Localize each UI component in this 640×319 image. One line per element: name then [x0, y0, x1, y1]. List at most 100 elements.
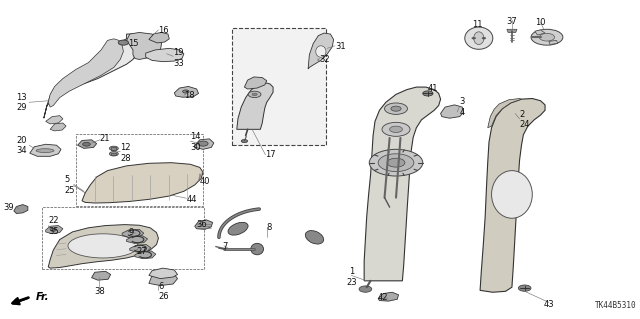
Circle shape — [482, 37, 486, 39]
Text: 18: 18 — [184, 92, 195, 100]
Circle shape — [83, 142, 90, 146]
Text: 2
24: 2 24 — [520, 110, 530, 130]
Text: 5
25: 5 25 — [65, 175, 76, 195]
Text: 11: 11 — [472, 20, 482, 29]
Ellipse shape — [492, 171, 532, 218]
Ellipse shape — [68, 234, 138, 258]
Polygon shape — [195, 220, 212, 229]
Polygon shape — [30, 144, 61, 156]
Text: 37: 37 — [506, 17, 517, 26]
Circle shape — [391, 106, 401, 111]
Polygon shape — [130, 245, 151, 252]
Polygon shape — [135, 251, 156, 259]
Circle shape — [540, 33, 555, 41]
Polygon shape — [50, 123, 66, 131]
Text: 16: 16 — [159, 26, 169, 35]
Polygon shape — [45, 116, 63, 124]
Polygon shape — [111, 152, 116, 155]
Text: 6
26: 6 26 — [159, 282, 169, 301]
Text: TK44B5310: TK44B5310 — [595, 301, 636, 310]
Polygon shape — [535, 30, 545, 35]
Text: 14
30: 14 30 — [190, 132, 201, 152]
Circle shape — [472, 37, 476, 39]
Circle shape — [387, 158, 405, 167]
Text: 21: 21 — [100, 134, 110, 143]
Circle shape — [241, 139, 248, 143]
Polygon shape — [149, 273, 177, 286]
Text: 43: 43 — [543, 300, 554, 308]
Text: 36: 36 — [196, 220, 207, 229]
Polygon shape — [146, 48, 184, 62]
Text: 9: 9 — [129, 228, 134, 237]
Polygon shape — [127, 33, 162, 59]
Text: 1
23: 1 23 — [346, 267, 356, 287]
Circle shape — [359, 286, 372, 292]
Polygon shape — [378, 292, 399, 301]
Circle shape — [369, 149, 423, 176]
Circle shape — [118, 40, 129, 45]
Text: 7: 7 — [222, 242, 227, 251]
Polygon shape — [14, 204, 28, 213]
Polygon shape — [48, 39, 124, 107]
Text: 3
4: 3 4 — [460, 97, 465, 117]
Polygon shape — [480, 99, 545, 292]
Polygon shape — [549, 41, 558, 45]
Circle shape — [385, 103, 408, 115]
Circle shape — [423, 91, 433, 96]
Polygon shape — [149, 268, 177, 278]
Circle shape — [531, 29, 563, 45]
Polygon shape — [44, 34, 140, 118]
Polygon shape — [127, 236, 148, 243]
Circle shape — [518, 285, 531, 291]
Polygon shape — [149, 33, 169, 43]
Text: 22
35: 22 35 — [48, 217, 59, 236]
Polygon shape — [111, 147, 116, 150]
Text: 8: 8 — [267, 223, 272, 232]
Text: 17: 17 — [266, 150, 276, 159]
FancyBboxPatch shape — [232, 28, 326, 145]
Circle shape — [378, 154, 414, 172]
Text: 27: 27 — [136, 247, 147, 256]
Text: 20
34: 20 34 — [16, 136, 27, 155]
Text: 12
28: 12 28 — [120, 144, 131, 163]
Polygon shape — [45, 226, 63, 234]
Ellipse shape — [474, 32, 484, 45]
Polygon shape — [308, 33, 333, 69]
Circle shape — [252, 93, 257, 96]
Polygon shape — [440, 105, 463, 118]
Polygon shape — [244, 77, 267, 89]
Polygon shape — [82, 163, 203, 203]
Text: 10: 10 — [535, 19, 546, 27]
Circle shape — [109, 146, 118, 151]
Circle shape — [198, 141, 208, 146]
Text: 31: 31 — [335, 42, 346, 51]
Circle shape — [382, 122, 410, 136]
Ellipse shape — [251, 243, 264, 255]
Text: 44: 44 — [187, 195, 198, 204]
Text: 40: 40 — [200, 177, 211, 186]
Circle shape — [248, 91, 261, 98]
Ellipse shape — [228, 222, 248, 235]
Text: 38: 38 — [95, 287, 105, 296]
Circle shape — [182, 90, 189, 93]
Polygon shape — [364, 87, 440, 281]
Text: 42: 42 — [378, 293, 388, 302]
Ellipse shape — [36, 149, 54, 152]
Ellipse shape — [316, 46, 326, 57]
Text: 32: 32 — [319, 55, 330, 64]
Circle shape — [109, 152, 118, 156]
Circle shape — [50, 228, 56, 231]
Polygon shape — [488, 99, 522, 128]
Polygon shape — [195, 139, 214, 149]
Polygon shape — [507, 29, 517, 33]
Polygon shape — [77, 140, 97, 148]
Text: 13
29: 13 29 — [16, 93, 27, 112]
Circle shape — [390, 126, 403, 132]
Text: 41: 41 — [428, 84, 438, 93]
Polygon shape — [174, 86, 198, 97]
Text: 19
33: 19 33 — [173, 48, 184, 68]
Ellipse shape — [465, 27, 493, 49]
Polygon shape — [48, 225, 159, 268]
Polygon shape — [237, 83, 273, 129]
Polygon shape — [92, 271, 111, 280]
